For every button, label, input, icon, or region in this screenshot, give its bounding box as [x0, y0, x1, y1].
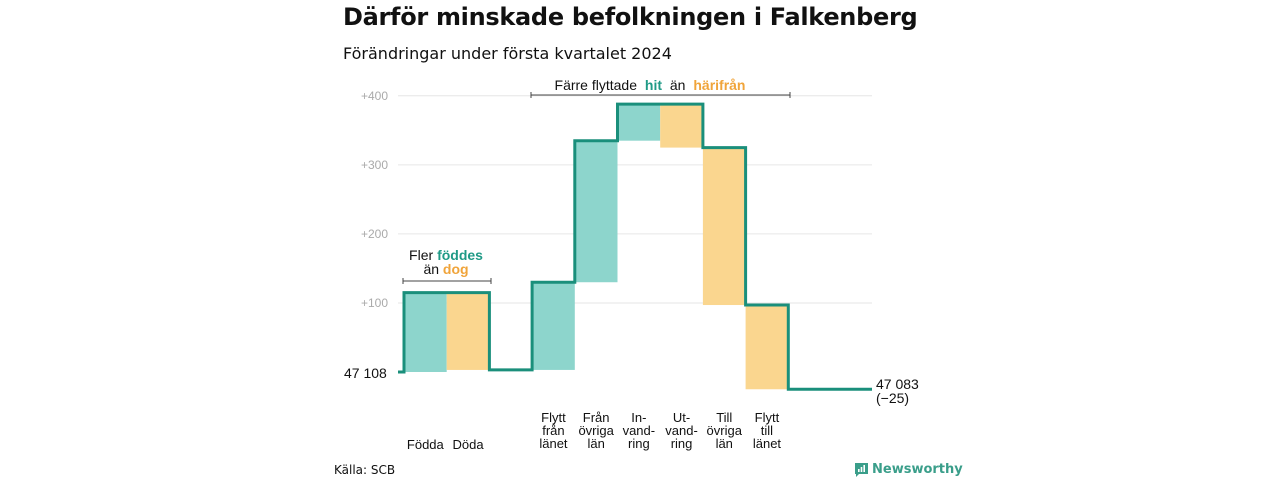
- births-hit-word: föddes: [437, 247, 483, 263]
- x-axis-label: län: [716, 436, 733, 451]
- bar-decrease: [702, 147, 746, 306]
- bar-decrease: [660, 104, 703, 148]
- chart-title: Därför minskade befolkningen i Falkenber…: [343, 3, 918, 31]
- chart-subtitle: Förändringar under första kvartalet 2024: [343, 44, 672, 63]
- end-change-label: (−25): [876, 390, 909, 406]
- x-axis-label: vand-: [665, 423, 698, 438]
- births-from-word: dog: [443, 261, 469, 277]
- x-axis-label: Till: [716, 410, 732, 425]
- bar-increase: [532, 282, 575, 370]
- bars: [404, 104, 789, 390]
- bar-increase: [574, 140, 618, 283]
- births-annotation-line1: Fler föddes: [409, 247, 483, 263]
- start-value-label: 47 108: [344, 365, 387, 381]
- x-axis-label: vand-: [623, 423, 656, 438]
- brand-name: Newsworthy: [872, 462, 963, 477]
- bar-increase: [404, 292, 447, 372]
- source-note: Källa: SCB: [334, 463, 396, 477]
- y-axis-ticks: +100 +200 +300 +400: [361, 89, 388, 310]
- x-axis-label: övriga: [578, 423, 614, 438]
- births-annotation-line2: än dog: [423, 261, 468, 277]
- y-tick-label: +400: [361, 89, 388, 103]
- x-axis-label: länet: [753, 436, 782, 451]
- x-axis-label: Flytt: [541, 410, 566, 425]
- y-tick-label: +100: [361, 296, 388, 310]
- y-tick-label: +300: [361, 158, 388, 172]
- end-value-label: 47 083: [876, 376, 919, 392]
- x-axis-label: In-: [631, 410, 646, 425]
- x-axis-labels: Födda DödaFlyttfrånlänetFrånövrigalänIn-v…: [407, 410, 782, 452]
- x-axis-label: Från: [583, 410, 610, 425]
- x-axis-label: från: [542, 423, 564, 438]
- x-axis-label: Ut-: [673, 410, 690, 425]
- moves-hit-word: hit: [645, 77, 662, 93]
- x-axis-label: Födda: [407, 437, 445, 452]
- moves-annotation: Färre flyttade hit än härifrån: [530, 77, 791, 98]
- y-tick-label: +200: [361, 227, 388, 241]
- x-axis-label: övriga: [707, 423, 743, 438]
- bar-increase: [617, 104, 661, 141]
- running-total-line: [398, 102, 872, 391]
- newsworthy-logo-icon: [855, 462, 868, 477]
- brand-logo: Newsworthy: [855, 462, 963, 477]
- moves-from-word: härifrån: [693, 77, 745, 93]
- x-axis-label: till: [761, 423, 773, 438]
- x-axis-label: ring: [671, 436, 693, 451]
- bar-decrease: [446, 292, 490, 370]
- x-axis-label: län: [587, 436, 604, 451]
- x-axis-label: Flytt: [755, 410, 780, 425]
- x-axis-label: länet: [539, 436, 568, 451]
- x-axis-label: Döda: [453, 437, 485, 452]
- births-annotation: Fler föddes än dog: [402, 247, 492, 284]
- x-axis-label: ring: [628, 436, 650, 451]
- moves-annotation-text: Färre flyttade hit än härifrån: [555, 77, 746, 93]
- bar-decrease: [745, 305, 789, 390]
